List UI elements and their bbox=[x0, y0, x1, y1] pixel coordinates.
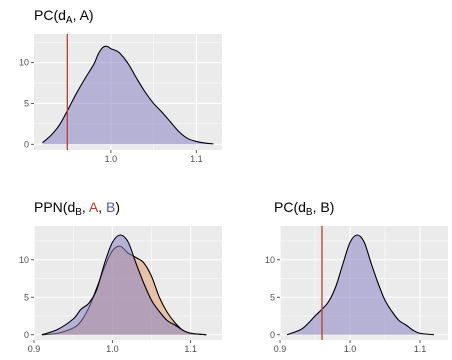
x-tick-label: 1.0 bbox=[344, 344, 357, 354]
x-tick-label: 1.0 bbox=[106, 344, 119, 354]
x-tick-label: 0.9 bbox=[28, 344, 41, 354]
density-curve bbox=[41, 234, 207, 336]
chart-panel-3: 0 5 10 0.9 1.0 1.1 bbox=[265, 226, 448, 354]
y-tick-label: 5 bbox=[270, 292, 275, 302]
title-text: , bbox=[98, 199, 106, 215]
title-text: PPN(d bbox=[34, 199, 75, 215]
x-tick-label: 1.1 bbox=[190, 154, 203, 164]
title-subscript: A bbox=[66, 15, 73, 26]
x-tick-label: 1.0 bbox=[105, 154, 118, 164]
panel-title: PC(dB, B) bbox=[274, 199, 334, 218]
x-tick-label: 0.9 bbox=[274, 344, 287, 354]
title-subscript: B bbox=[75, 207, 82, 218]
title-label-a: A bbox=[89, 199, 99, 215]
y-tick-label: 5 bbox=[24, 98, 29, 108]
y-tick-label: 0 bbox=[270, 330, 275, 340]
density-curve bbox=[286, 234, 435, 336]
title-text: , bbox=[82, 199, 89, 215]
y-tick-label: 10 bbox=[19, 58, 29, 68]
x-tick-label: 1.1 bbox=[184, 344, 197, 354]
title-text: ) bbox=[115, 199, 120, 215]
title-text: , A) bbox=[73, 7, 94, 23]
y-tick-label: 0 bbox=[24, 139, 29, 149]
title-label-b: B bbox=[106, 199, 115, 215]
y-tick-label: 10 bbox=[19, 255, 29, 265]
title-text: PC(d bbox=[34, 7, 66, 23]
y-tick-label: 10 bbox=[265, 255, 275, 265]
density-curve bbox=[42, 45, 214, 145]
title-text: , B) bbox=[313, 199, 335, 215]
density-area bbox=[41, 234, 207, 335]
y-tick-label: 0 bbox=[24, 330, 29, 340]
density-area bbox=[42, 46, 214, 145]
panel-title: PC(dA, A) bbox=[34, 7, 94, 26]
density-area bbox=[287, 234, 434, 335]
chart-panel-2: 0 5 10 0.9 1.0 1.1 bbox=[19, 226, 222, 354]
title-text: PC(d bbox=[274, 199, 306, 215]
y-tick-label: 5 bbox=[24, 292, 29, 302]
chart-panel-1: 0 5 10 1.0 1.1 bbox=[19, 34, 222, 164]
panel-title: PPN(dB, A, B) bbox=[34, 199, 120, 218]
title-subscript: B bbox=[306, 207, 313, 218]
x-tick-label: 1.1 bbox=[414, 344, 427, 354]
